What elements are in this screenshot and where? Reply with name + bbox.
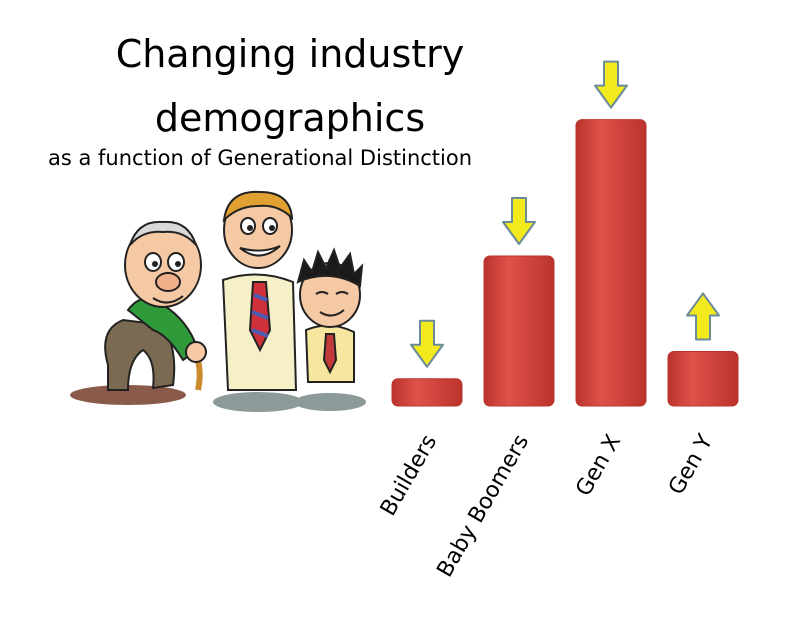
trend-arrows-layer bbox=[410, 60, 720, 368]
young-man-with-spiky-hair-icon bbox=[294, 247, 366, 411]
page-subtitle: as a function of Generational Distinctio… bbox=[48, 146, 473, 170]
category-label-gen-y: Gen Y bbox=[664, 430, 718, 499]
elderly-man-with-cane-icon bbox=[70, 220, 207, 405]
middle-aged-man-with-tie-icon bbox=[213, 190, 303, 412]
bar-gen-x bbox=[575, 119, 647, 407]
page-title-line-1: Changing industry bbox=[115, 32, 465, 76]
category-label-builders: Builders bbox=[376, 431, 442, 521]
page-title-line-2: demographics bbox=[154, 96, 426, 140]
bar-gen-y bbox=[667, 350, 739, 407]
category-label-gen-x: Gen X bbox=[571, 431, 626, 501]
generations-cartoon-illustration bbox=[70, 190, 366, 412]
down-arrow-icon-builders bbox=[410, 319, 444, 368]
down-arrow-icon-baby-boomers bbox=[502, 197, 536, 245]
bar-builders bbox=[391, 378, 463, 407]
bar-baby-boomers bbox=[483, 255, 555, 407]
category-label-baby-boomers: Baby Boomers bbox=[433, 431, 535, 582]
down-arrow-icon-gen-x bbox=[594, 60, 628, 109]
bars-layer bbox=[391, 119, 739, 407]
up-arrow-icon-gen-y bbox=[686, 292, 720, 341]
